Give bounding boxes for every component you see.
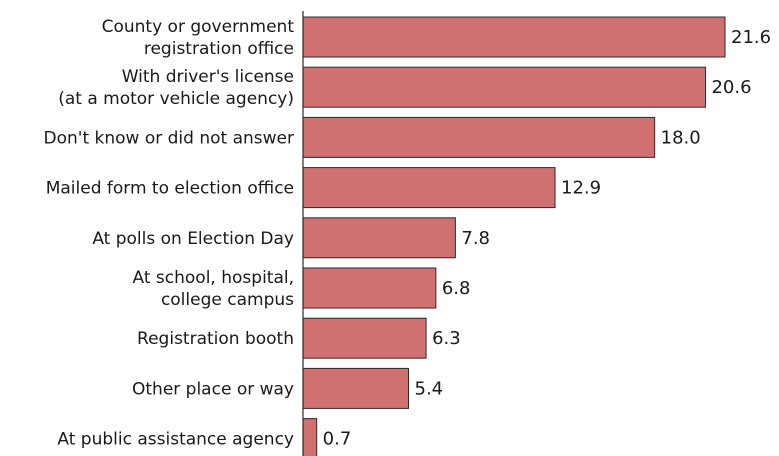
category-label: Mailed form to election office <box>46 179 294 199</box>
bar <box>302 16 726 58</box>
value-label: 12.9 <box>561 178 601 199</box>
bar <box>302 418 318 456</box>
bar <box>302 66 706 108</box>
bar <box>302 317 427 359</box>
category-label: At school, hospital, <box>133 268 294 288</box>
bar <box>302 116 656 158</box>
category-label: college campus <box>161 290 294 310</box>
value-label: 5.4 <box>415 378 444 399</box>
bar <box>302 267 437 309</box>
category-label: Don't know or did not answer <box>44 128 294 148</box>
value-label: 21.6 <box>731 27 771 48</box>
category-label: At public assistance agency <box>57 430 294 450</box>
bar <box>302 167 556 209</box>
category-label: County or government <box>102 17 295 37</box>
value-label: 18.0 <box>661 127 701 148</box>
category-label: Registration booth <box>137 329 294 349</box>
category-label: registration office <box>144 39 294 59</box>
value-label: 6.8 <box>442 278 471 299</box>
bar <box>302 367 409 409</box>
bar <box>302 217 456 259</box>
value-label: 6.3 <box>432 328 461 349</box>
value-label: 20.6 <box>711 77 751 98</box>
value-labels: 21.6 20.6 18.0 12.9 7.8 6.8 6.3 5.4 0.7 <box>323 27 771 450</box>
category-label: (at a motor vehicle agency) <box>58 89 294 109</box>
value-label: 7.8 <box>461 228 490 249</box>
category-label: At polls on Election Day <box>92 229 294 249</box>
bars <box>302 16 726 456</box>
category-label: With driver's license <box>122 67 294 87</box>
value-label: 0.7 <box>323 429 352 450</box>
category-label: Other place or way <box>132 379 294 399</box>
